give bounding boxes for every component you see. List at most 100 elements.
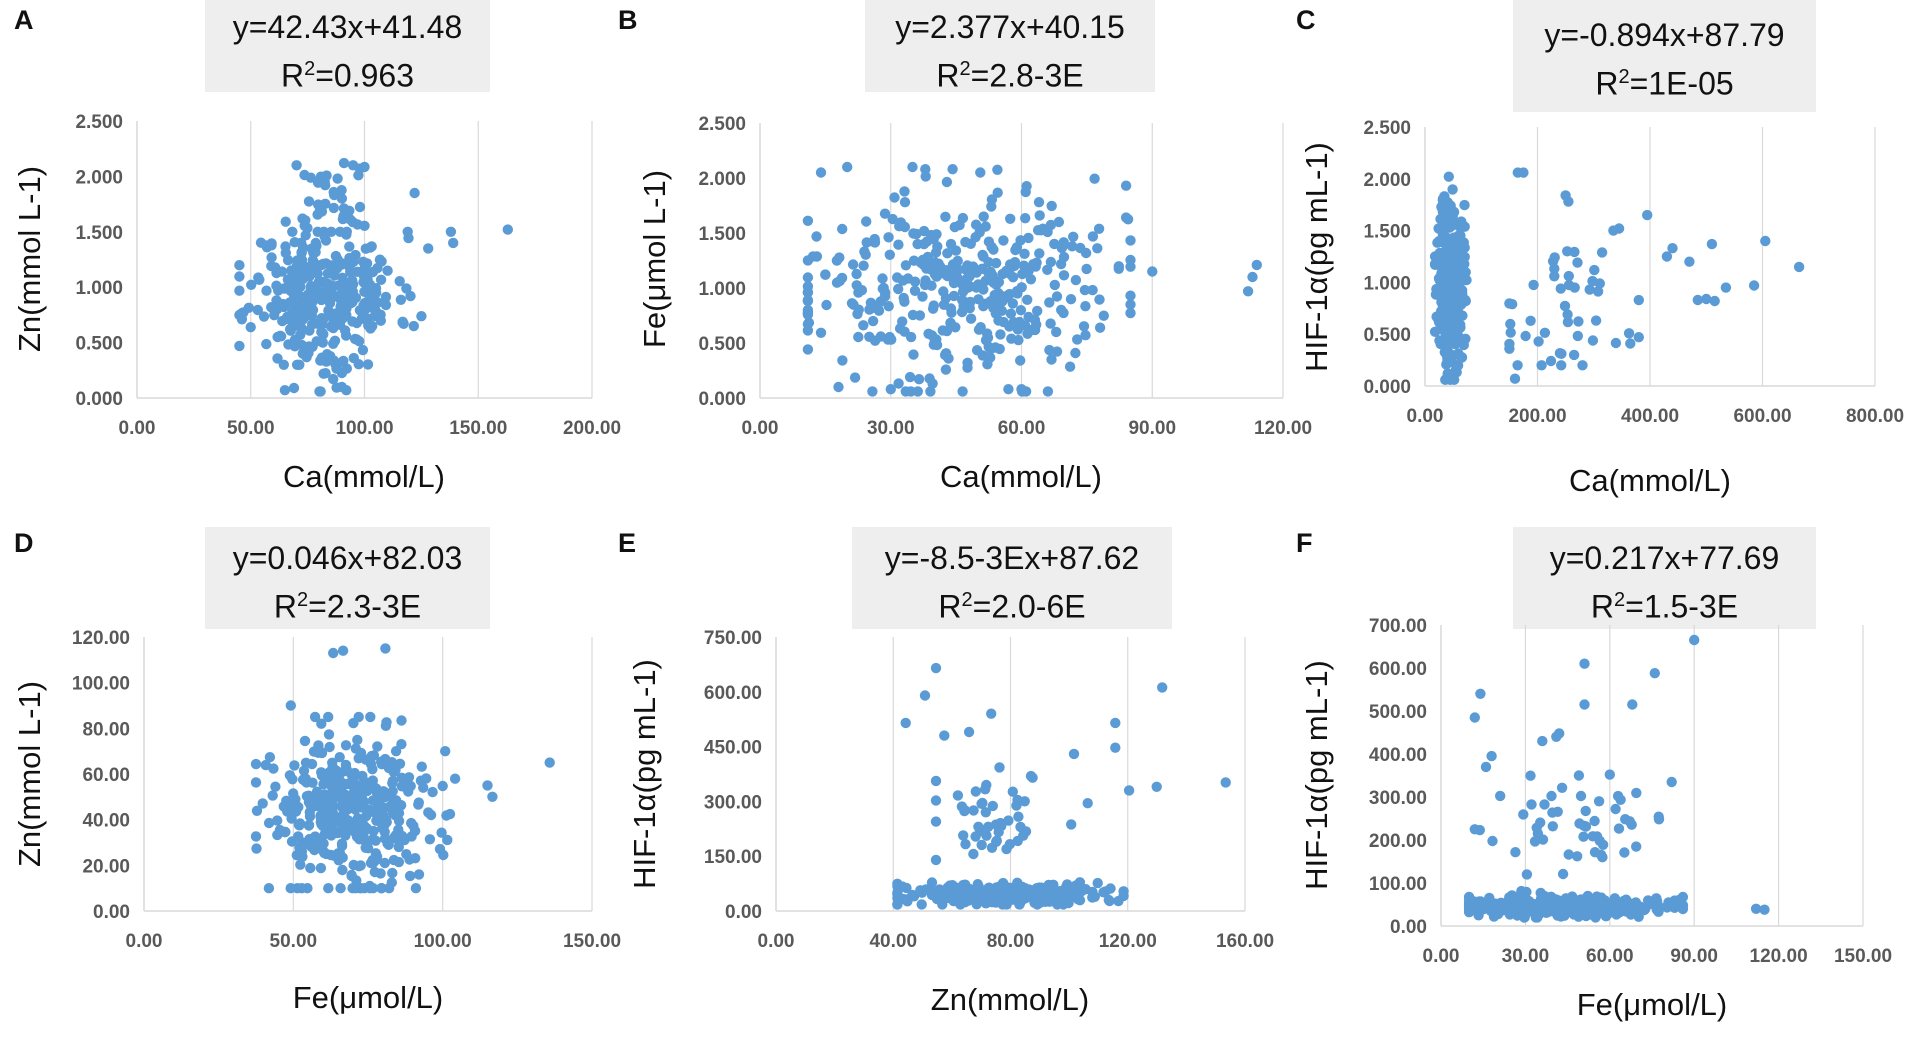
data-point xyxy=(831,255,843,266)
data-point xyxy=(299,735,311,747)
data-point xyxy=(1505,327,1516,338)
data-point xyxy=(291,160,302,171)
data-point xyxy=(970,831,981,842)
data-point xyxy=(1584,896,1595,907)
data-point xyxy=(406,817,417,829)
data-point xyxy=(968,888,979,900)
data-point xyxy=(376,883,387,894)
data-point xyxy=(884,249,895,260)
data-point xyxy=(1535,887,1546,899)
data-point xyxy=(1006,333,1017,344)
data-point xyxy=(444,808,456,820)
data-point xyxy=(352,734,363,746)
data-point xyxy=(1512,360,1523,371)
data-point xyxy=(1563,270,1575,282)
data-point xyxy=(396,781,408,792)
data-point xyxy=(1251,259,1263,271)
data-point xyxy=(917,291,928,302)
r2-letter-f: R xyxy=(1590,588,1614,625)
data-point xyxy=(292,288,303,300)
data-point xyxy=(329,270,340,281)
data-point xyxy=(802,295,814,307)
data-point xyxy=(917,254,929,265)
regression-equation-b: y=2.377x+40.15 xyxy=(895,9,1125,45)
data-point xyxy=(1651,903,1663,914)
r2-value-f: =1.5-3E xyxy=(1625,588,1739,625)
data-point xyxy=(867,315,879,327)
y-axis-label: HIF-1α(pg mL-1) xyxy=(1299,142,1334,372)
data-point xyxy=(423,243,434,254)
data-point xyxy=(382,265,393,276)
data-point xyxy=(1610,337,1622,349)
data-point xyxy=(334,226,346,237)
data-point xyxy=(340,310,351,321)
data-point xyxy=(387,778,398,789)
data-point xyxy=(1528,279,1539,291)
data-point xyxy=(368,750,380,761)
data-point xyxy=(309,265,320,276)
data-point xyxy=(258,311,270,322)
data-point xyxy=(1549,271,1560,282)
data-point xyxy=(338,203,350,214)
data-point xyxy=(309,245,321,256)
data-point xyxy=(320,235,332,246)
data-point xyxy=(1458,339,1470,351)
data-point xyxy=(354,201,366,213)
x-tick-label: 200.00 xyxy=(563,418,621,439)
data-point xyxy=(962,357,973,368)
data-point xyxy=(1068,231,1079,242)
data-point xyxy=(303,820,315,831)
data-point xyxy=(1547,807,1558,818)
data-point xyxy=(307,291,318,302)
data-point xyxy=(869,335,881,346)
data-point xyxy=(268,763,279,774)
data-point xyxy=(1526,799,1537,810)
data-point xyxy=(410,853,421,864)
data-point xyxy=(1055,258,1067,270)
data-point xyxy=(1509,373,1521,384)
data-point xyxy=(914,310,926,321)
data-point xyxy=(315,812,327,823)
data-point xyxy=(971,345,983,356)
data-point xyxy=(957,386,968,397)
equation-box-f: y=0.217x+77.69 R2=1.5-3E xyxy=(1513,527,1816,629)
data-point xyxy=(1094,322,1106,333)
data-point xyxy=(950,245,962,256)
data-point xyxy=(370,835,381,846)
y-tick-label: 1.500 xyxy=(1363,222,1411,243)
x-tick-label: 80.00 xyxy=(987,931,1035,952)
data-point xyxy=(1559,300,1571,312)
data-point xyxy=(286,836,298,847)
data-point xyxy=(1016,894,1027,905)
data-point xyxy=(885,384,896,395)
data-point xyxy=(357,770,368,782)
data-point xyxy=(899,186,910,197)
y-tick-label: 300.00 xyxy=(704,792,762,813)
data-point xyxy=(957,294,968,306)
data-point xyxy=(354,163,366,174)
data-point xyxy=(1442,346,1453,357)
data-point xyxy=(370,287,382,299)
data-point xyxy=(234,340,245,352)
data-point xyxy=(289,237,300,248)
data-point xyxy=(331,363,342,374)
data-point xyxy=(1667,243,1678,254)
data-point xyxy=(1701,293,1712,305)
data-point xyxy=(413,799,424,810)
data-point xyxy=(440,746,451,757)
data-point xyxy=(1438,287,1450,299)
data-point xyxy=(960,879,971,890)
data-point xyxy=(948,290,960,302)
data-point xyxy=(1608,225,1619,236)
data-point xyxy=(326,800,338,812)
data-point xyxy=(425,809,437,821)
y-tick-label: 1.000 xyxy=(1363,273,1411,294)
data-point xyxy=(1079,284,1091,296)
data-point xyxy=(234,260,245,271)
data-point xyxy=(1046,200,1057,212)
data-point xyxy=(893,378,904,389)
data-point xyxy=(1027,772,1038,783)
data-point xyxy=(929,257,940,268)
data-point xyxy=(353,359,364,370)
